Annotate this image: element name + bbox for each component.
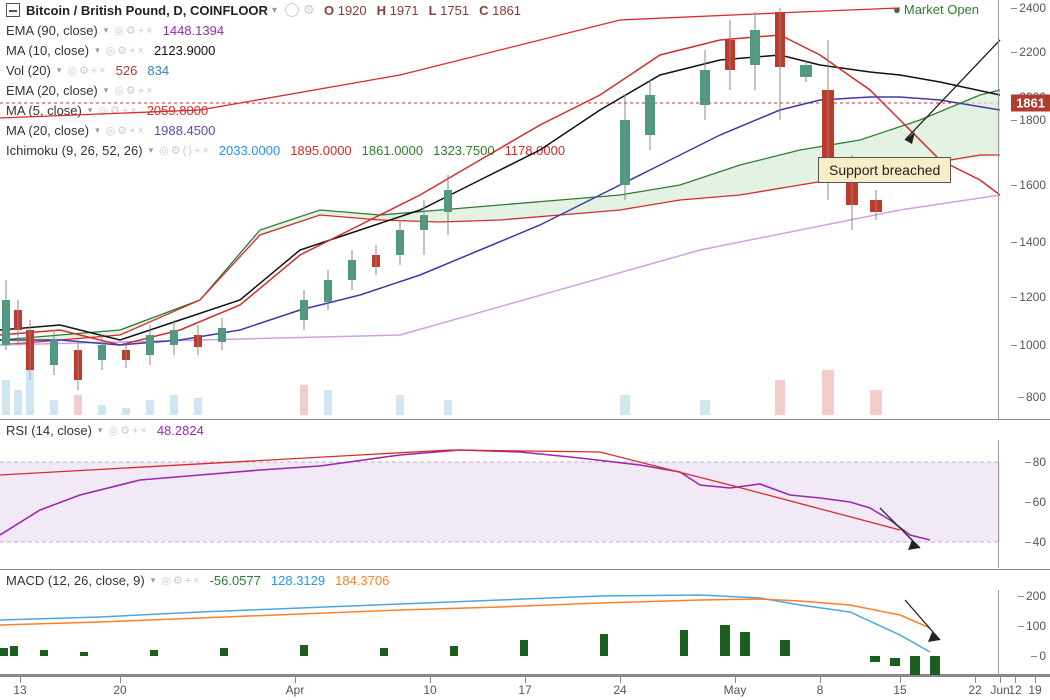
price-chart-svg[interactable] (0, 0, 1050, 420)
macd-histogram (0, 625, 940, 675)
volume-bars (2, 370, 882, 415)
chevron-down-icon[interactable]: ▾ (151, 575, 156, 586)
price-axis[interactable]: 2400 2200 2000 1861 1800 1600 1400 1200 … (998, 0, 1050, 419)
price-panel[interactable]: 2400 2200 2000 1861 1800 1600 1400 1200 … (0, 0, 1050, 420)
macd-icon-group[interactable]: ◎⚙+× (161, 574, 201, 587)
rsi-axis[interactable]: 80 60 40 (998, 440, 1050, 568)
chevron-down-icon[interactable]: ▾ (98, 425, 103, 436)
macd-chart-svg[interactable] (0, 590, 1000, 675)
xaxis-panel[interactable]: 13 20 Apr 10 17 24 May 8 15 22 Jun 12 19 (0, 675, 1050, 700)
current-price-badge: 1861 (1011, 95, 1050, 112)
resistance-trendline (0, 8, 900, 118)
macd-axis[interactable]: 200 100 0 (998, 590, 1050, 675)
rsi-icon-group[interactable]: ◎⚙+× (109, 424, 149, 437)
macd-legend-row: MACD (12, 26, close, 9) ▾ ◎⚙+× -56.0577 … (0, 570, 1050, 590)
support-breached-annotation: Support breached (818, 157, 951, 183)
rsi-chart-svg[interactable] (0, 440, 1000, 568)
chart-root: Bitcoin / British Pound, D, COINFLOOR ▾ … (0, 0, 1050, 160)
ma-blue-line (0, 97, 1000, 345)
rsi-panel[interactable]: RSI (14, close) ▾ ◎⚙+× 48.2824 80 60 40 (0, 420, 1050, 570)
macd-blue-line (0, 595, 930, 652)
rsi-legend-row: RSI (14, close) ▾ ◎⚙+× 48.2824 (0, 420, 1050, 440)
macd-panel[interactable]: MACD (12, 26, close, 9) ▾ ◎⚙+× -56.0577 … (0, 570, 1050, 675)
